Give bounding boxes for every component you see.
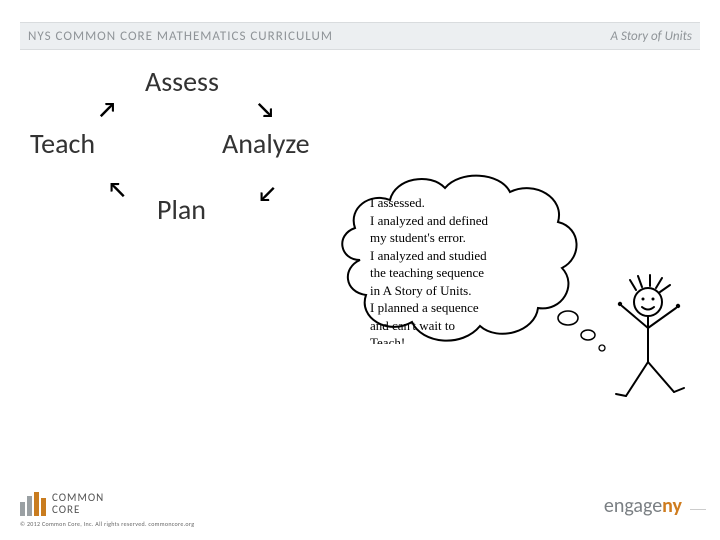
cycle-label-assess: Assess xyxy=(145,64,219,99)
logo-bar xyxy=(34,492,39,516)
cycle-label-teach: Teach xyxy=(30,126,95,161)
thought-text: I assessed. I analyzed and defined my st… xyxy=(370,194,560,344)
arrow-analyze-plan: ↙ xyxy=(258,180,276,207)
arrow-teach-assess: ↗ xyxy=(98,96,116,123)
cycle-label-plan: Plan xyxy=(157,192,206,227)
arrow-assess-analyze: ↘ xyxy=(256,96,274,123)
copyright-text: © 2012 Common Core, Inc. All rights rese… xyxy=(20,520,700,528)
thought-line-3: I analyzed and studied xyxy=(370,247,560,265)
thought-line-6: I planned a sequence xyxy=(370,299,560,317)
logo-bars-icon xyxy=(20,492,46,516)
thought-line-4: the teaching sequence xyxy=(370,264,560,282)
header-left-title: NYS COMMON CORE MATHEMATICS CURRICULUM xyxy=(28,29,333,44)
footer: COMMON CORE © 2012 Common Core, Inc. All… xyxy=(20,492,700,528)
engage-ny-logo: engageny xyxy=(604,494,682,518)
engage-text-gray: engage xyxy=(604,494,662,518)
logo-text: COMMON CORE xyxy=(52,492,104,515)
header-right-subtitle: A Story of Units xyxy=(611,29,693,44)
logo-bar xyxy=(41,498,46,516)
thought-bubble-sketch: I assessed. I analyzed and defined my st… xyxy=(330,150,710,430)
thought-line-0: I assessed. xyxy=(370,194,560,212)
header-bar: NYS COMMON CORE MATHEMATICS CURRICULUM A… xyxy=(20,22,700,50)
logo-bar xyxy=(27,496,32,516)
slide-number xyxy=(690,509,706,512)
thought-line-2: my student's error. xyxy=(370,229,560,247)
common-core-logo: COMMON CORE xyxy=(20,492,700,516)
thought-line-8: Teach! xyxy=(370,334,560,344)
logo-text-bottom: CORE xyxy=(52,504,104,516)
thought-line-5: in A Story of Units. xyxy=(370,282,560,300)
thought-line-1: I analyzed and defined xyxy=(370,212,560,230)
slide: NYS COMMON CORE MATHEMATICS CURRICULUM A… xyxy=(0,0,720,540)
logo-bar xyxy=(20,502,25,516)
engage-text-orange: ny xyxy=(662,494,682,518)
stick-figure-icon xyxy=(616,275,684,396)
cycle-label-analyze: Analyze xyxy=(222,126,310,161)
thought-line-7: and can't wait to xyxy=(370,317,560,335)
arrow-plan-teach: ↖ xyxy=(108,176,126,203)
